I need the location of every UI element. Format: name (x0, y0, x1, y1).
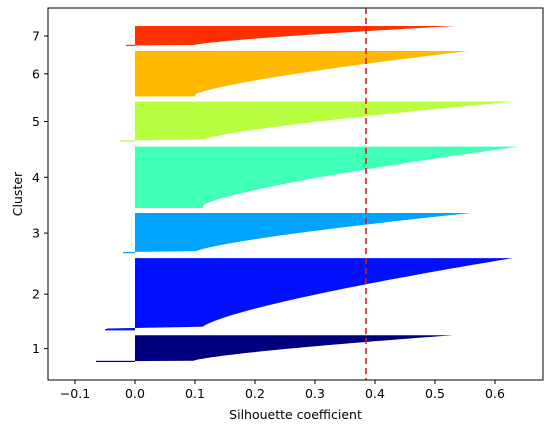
y-tick-label-4: 4 (32, 170, 40, 185)
cluster-2-negative-sliver (105, 329, 135, 331)
x-tick-label: 0.0 (125, 386, 145, 401)
x-tick-label: 0.4 (365, 386, 385, 401)
cluster-5-silhouette (120, 101, 516, 142)
x-tick-label: 0.2 (245, 386, 265, 401)
cluster-7-silhouette (126, 26, 456, 47)
cluster-7-negative-sliver (126, 44, 135, 47)
silhouette-bars (96, 26, 519, 362)
cluster-5-negative-sliver (120, 140, 135, 142)
x-axis-ticks: −0.1 0.0 0.1 0.2 0.3 0.4 0.5 0.6 (60, 380, 505, 401)
y-tick-label-6: 6 (32, 66, 40, 81)
cluster-6-silhouette (135, 51, 468, 97)
y-tick-label-1: 1 (32, 341, 40, 356)
x-tick-label: 0.1 (185, 386, 205, 401)
y-axis-ticks: 1 2 3 4 5 6 7 (32, 29, 48, 356)
y-tick-label-3: 3 (32, 226, 40, 241)
cluster-2-silhouette (105, 258, 513, 331)
y-tick-label-2: 2 (32, 287, 40, 302)
x-tick-label: 0.6 (485, 386, 505, 401)
y-axis-label: Cluster (10, 171, 25, 216)
cluster-3-negative-sliver (123, 251, 135, 254)
cluster-1-negative-sliver (96, 360, 135, 362)
cluster-3-silhouette (123, 213, 471, 254)
y-tick-label-7: 7 (32, 29, 40, 44)
y-tick-label-5: 5 (32, 114, 40, 129)
plot-frame (47, 7, 544, 381)
cluster-4-silhouette (135, 146, 519, 209)
x-axis-label: Silhouette coefficient (229, 407, 362, 422)
x-tick-label: 0.3 (305, 386, 325, 401)
x-tick-label: 0.5 (425, 386, 445, 401)
x-tick-label: −0.1 (60, 386, 90, 401)
cluster-1-silhouette (96, 335, 453, 362)
